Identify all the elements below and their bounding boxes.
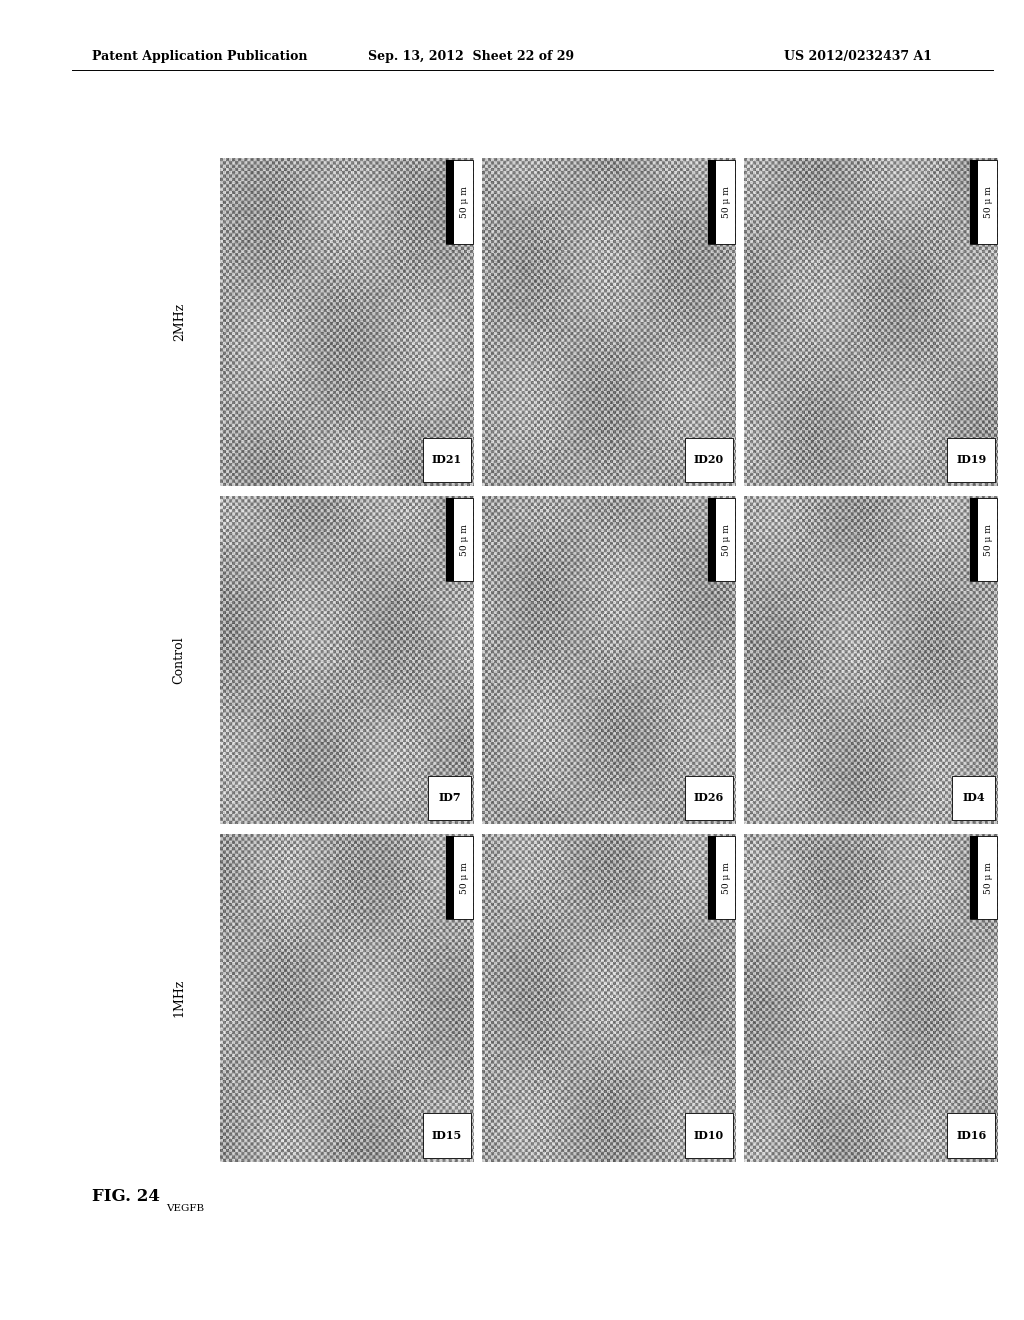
- Text: 2MHz: 2MHz: [173, 304, 185, 341]
- Bar: [971, 836, 978, 919]
- Text: FIG. 24: FIG. 24: [92, 1188, 160, 1205]
- Text: Patent Application Publication: Patent Application Publication: [92, 50, 307, 63]
- Bar: [709, 498, 735, 581]
- Text: 50 μ m: 50 μ m: [984, 524, 993, 556]
- Text: ID4: ID4: [963, 792, 985, 803]
- Bar: [971, 498, 978, 581]
- Bar: [947, 1114, 995, 1158]
- Bar: [709, 836, 716, 919]
- Text: 50 μ m: 50 μ m: [722, 186, 731, 218]
- Text: ID20: ID20: [694, 454, 724, 465]
- Text: ID21: ID21: [432, 454, 462, 465]
- Text: 50 μ m: 50 μ m: [984, 186, 993, 218]
- Text: 50 μ m: 50 μ m: [460, 862, 469, 894]
- Text: Control: Control: [173, 636, 185, 684]
- Bar: [446, 836, 454, 919]
- Bar: [446, 498, 473, 581]
- Text: ID10: ID10: [694, 1130, 724, 1140]
- Bar: [446, 498, 454, 581]
- Text: 50 μ m: 50 μ m: [722, 524, 731, 556]
- Text: ID26: ID26: [694, 792, 724, 803]
- Bar: [446, 836, 473, 919]
- Text: 1MHz: 1MHz: [173, 978, 185, 1018]
- Bar: [423, 438, 471, 482]
- Text: ID16: ID16: [956, 1130, 986, 1140]
- Bar: [952, 776, 995, 820]
- Bar: [685, 776, 733, 820]
- Text: 50 μ m: 50 μ m: [984, 862, 993, 894]
- Text: ID19: ID19: [956, 454, 986, 465]
- Bar: [971, 160, 997, 243]
- Bar: [971, 836, 997, 919]
- Bar: [446, 160, 454, 243]
- Bar: [971, 498, 997, 581]
- Bar: [709, 160, 716, 243]
- Text: 50 μ m: 50 μ m: [722, 862, 731, 894]
- Bar: [428, 776, 471, 820]
- Bar: [947, 438, 995, 482]
- Bar: [971, 160, 978, 243]
- Bar: [685, 1114, 733, 1158]
- Text: VEGFB: VEGFB: [166, 1204, 204, 1213]
- Bar: [446, 160, 473, 243]
- Bar: [423, 1114, 471, 1158]
- Text: 50 μ m: 50 μ m: [460, 186, 469, 218]
- Text: 50 μ m: 50 μ m: [460, 524, 469, 556]
- Text: US 2012/0232437 A1: US 2012/0232437 A1: [783, 50, 932, 63]
- Bar: [685, 438, 733, 482]
- Bar: [709, 160, 735, 243]
- Text: ID15: ID15: [432, 1130, 462, 1140]
- Bar: [709, 498, 716, 581]
- Bar: [709, 836, 735, 919]
- Text: ID7: ID7: [438, 792, 461, 803]
- Text: Sep. 13, 2012  Sheet 22 of 29: Sep. 13, 2012 Sheet 22 of 29: [368, 50, 574, 63]
